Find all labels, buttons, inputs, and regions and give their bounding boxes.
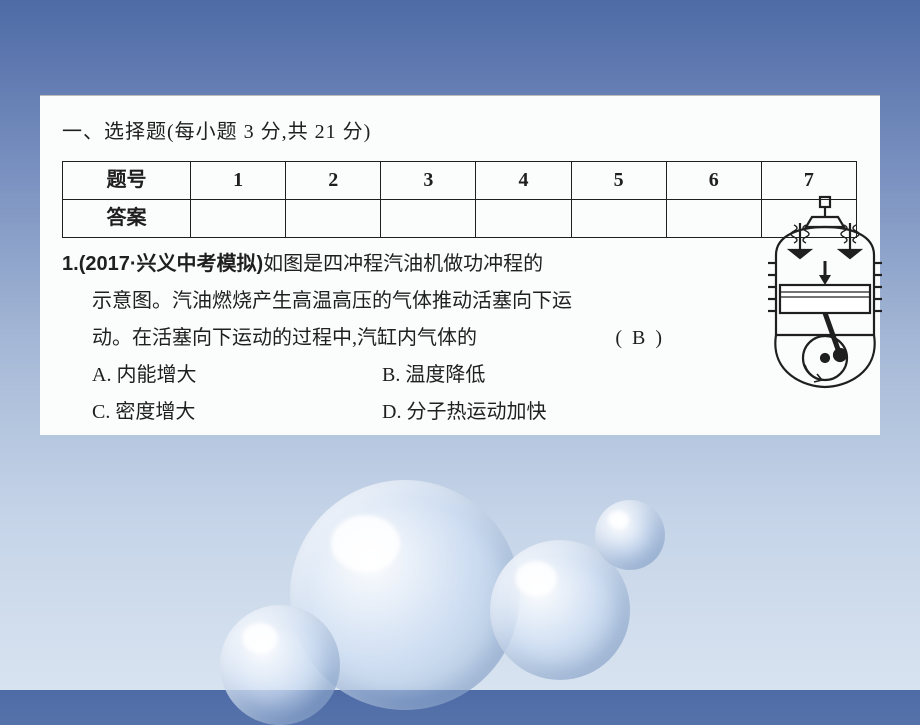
col-7: 7 — [761, 162, 856, 200]
row-label-number: 题号 — [63, 162, 191, 200]
answer-cell — [571, 200, 666, 238]
options-row: A. 内能增大 B. 温度降低 — [62, 357, 682, 394]
answer-table: 题号 1 2 3 4 5 6 7 答案 — [62, 161, 857, 238]
question-block: 1.(2017·兴义中考模拟)如图是四冲程汽油机做功冲程的 示意图。汽油燃烧产生… — [62, 246, 858, 431]
question-line: 1.(2017·兴义中考模拟)如图是四冲程汽油机做功冲程的 — [62, 246, 682, 283]
question-text: 1.(2017·兴义中考模拟)如图是四冲程汽油机做功冲程的 示意图。汽油燃烧产生… — [62, 246, 682, 431]
question-source: (2017·兴义中考模拟) — [79, 253, 263, 275]
row-label-answer: 答案 — [63, 200, 191, 238]
answer-cell — [666, 200, 761, 238]
question-line: 动。在活塞向下运动的过程中,汽缸内气体的 ( B ) — [62, 320, 662, 357]
table-row: 答案 — [63, 200, 857, 238]
answer-cell — [476, 200, 571, 238]
answer-cell — [381, 200, 476, 238]
col-2: 2 — [286, 162, 381, 200]
question-line: 示意图。汽油燃烧产生高温高压的气体推动活塞向下运 — [62, 283, 682, 320]
option-c: C. 密度增大 — [92, 394, 382, 431]
col-4: 4 — [476, 162, 571, 200]
bracket-open: ( — [615, 327, 622, 349]
section-title: 一、选择题(每小题 3 分,共 21 分) — [62, 114, 858, 151]
col-6: 6 — [666, 162, 761, 200]
answer-cell — [286, 200, 381, 238]
bubble-decor — [595, 500, 665, 570]
question-text-seg: 动。在活塞向下运动的过程中,汽缸内气体的 — [92, 320, 477, 357]
table-row: 题号 1 2 3 4 5 6 7 — [63, 162, 857, 200]
question-text-seg: 如图是四冲程汽油机做功冲程的 — [263, 253, 543, 275]
answer-bracket: ( B ) — [615, 320, 662, 357]
answer-cell — [191, 200, 286, 238]
col-3: 3 — [381, 162, 476, 200]
col-5: 5 — [571, 162, 666, 200]
engine-diagram-icon — [750, 195, 900, 390]
option-b: B. 温度降低 — [382, 357, 485, 394]
option-a: A. 内能增大 — [92, 357, 382, 394]
answer-letter: B — [632, 327, 645, 349]
bubble-decor — [220, 605, 340, 725]
options-row: C. 密度增大 D. 分子热运动加快 — [62, 394, 682, 431]
col-1: 1 — [191, 162, 286, 200]
question-number: 1. — [62, 253, 79, 275]
bracket-close: ) — [655, 327, 662, 349]
option-d: D. 分子热运动加快 — [382, 394, 546, 431]
